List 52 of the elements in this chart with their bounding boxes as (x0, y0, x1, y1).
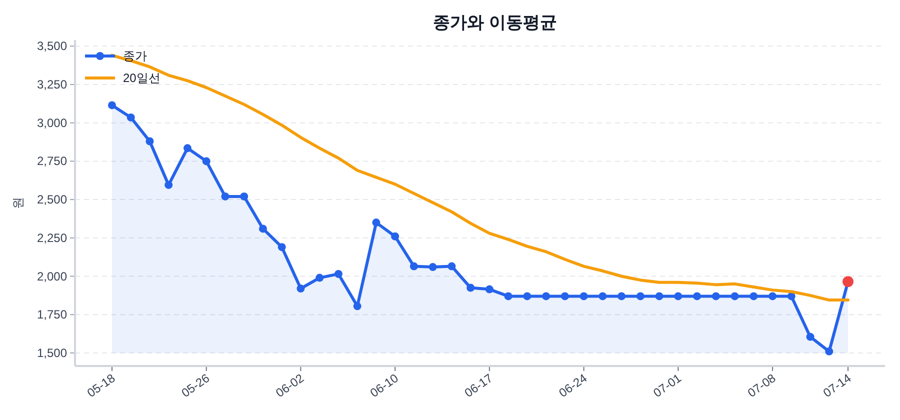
point (448, 262, 456, 270)
point (806, 332, 814, 341)
point (712, 292, 720, 300)
point (164, 180, 173, 189)
point (693, 292, 702, 300)
point (410, 262, 418, 270)
point (618, 292, 626, 300)
point (768, 292, 777, 300)
y-tick-label: 2,250 (36, 230, 68, 245)
point (580, 292, 588, 300)
point (353, 302, 362, 310)
legend-label: 종가 (123, 49, 147, 63)
y-tick-label: 3,500 (36, 39, 68, 54)
y-tick-label: 2,500 (36, 192, 68, 207)
point (787, 292, 796, 300)
point (523, 292, 532, 300)
point (221, 192, 230, 200)
point (598, 292, 607, 300)
point (504, 292, 512, 300)
point (655, 292, 664, 300)
point (278, 243, 286, 252)
point (316, 274, 324, 282)
point (391, 232, 400, 240)
point (560, 292, 569, 300)
y-tick-label: 2,750 (36, 154, 68, 168)
point (428, 263, 437, 272)
point (126, 113, 135, 122)
point (108, 101, 116, 110)
point (750, 292, 758, 300)
y-axis-title: 원 (11, 197, 25, 209)
point (202, 157, 210, 166)
point (372, 218, 380, 227)
point (296, 284, 305, 293)
point (674, 292, 682, 300)
y-tick-label: 3,000 (36, 116, 68, 130)
y-tick-label: 2,000 (36, 269, 68, 284)
y-tick-label: 3,250 (36, 77, 68, 92)
point (240, 192, 248, 200)
point (466, 284, 475, 292)
point (730, 292, 739, 300)
point (542, 292, 550, 300)
legend-label: 20일선 (123, 71, 160, 85)
point (485, 285, 494, 294)
point (334, 270, 342, 278)
chart-title: 종가와 이동평균 (433, 13, 557, 32)
point (183, 144, 192, 152)
y-tick-label: 1,500 (36, 346, 68, 360)
point (146, 137, 154, 146)
y-tick-label: 1,750 (36, 308, 68, 322)
point (636, 292, 644, 300)
point (258, 224, 267, 233)
point (825, 347, 834, 356)
